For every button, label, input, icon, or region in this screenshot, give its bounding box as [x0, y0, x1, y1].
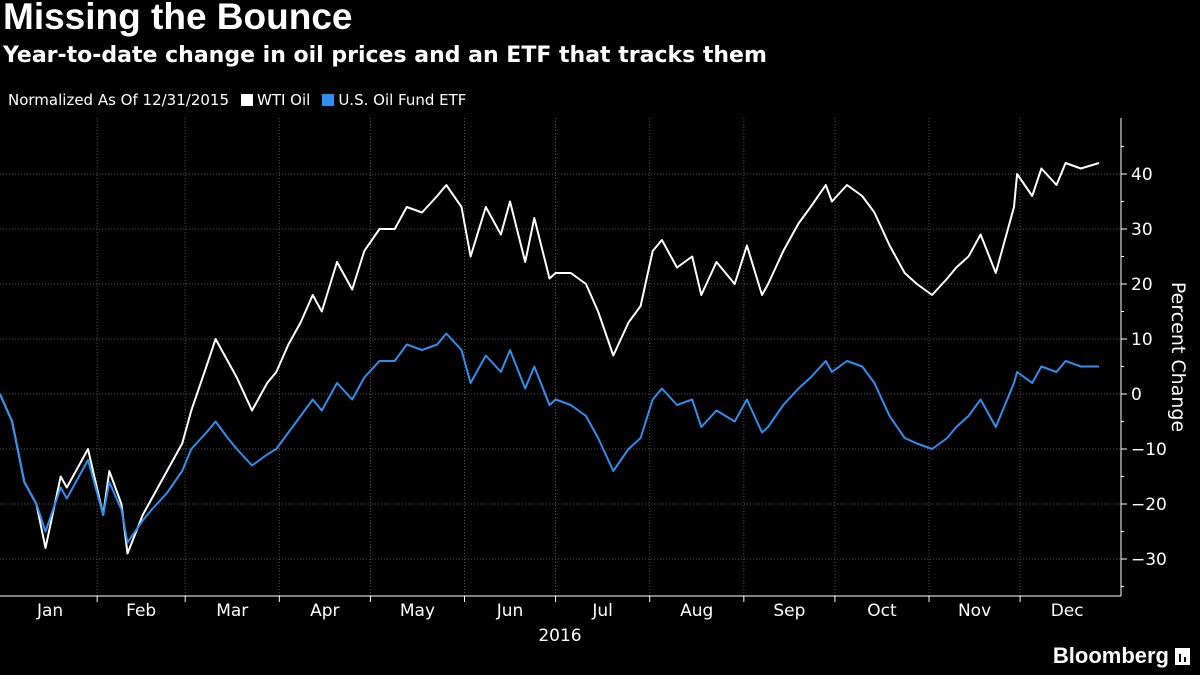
- legend-label-etf: U.S. Oil Fund ETF: [338, 91, 467, 109]
- series-lines: [0, 162, 1100, 555]
- x-tick-label: Aug: [680, 601, 713, 621]
- normalization-note: Normalized As Of 12/31/2015: [8, 91, 229, 109]
- legend-item-wti: WTI Oil: [241, 91, 310, 109]
- y-tick-label: 20: [1131, 275, 1153, 295]
- y-axis-label: Percent Change: [1167, 282, 1189, 432]
- legend-swatch-wti: [241, 94, 253, 106]
- brand-name: Bloomberg: [1052, 643, 1169, 668]
- gridlines: [0, 118, 1121, 596]
- x-tick-label: Jul: [591, 601, 613, 621]
- legend-item-etf: U.S. Oil Fund ETF: [322, 91, 466, 109]
- legend-swatch-etf: [322, 94, 335, 106]
- y-tick-label: 30: [1131, 220, 1153, 240]
- bloomberg-logo: Bloomberg: [1053, 643, 1190, 669]
- x-axis-year-label: 2016: [538, 626, 581, 646]
- series-line-us-oil-fund-etf: [0, 332, 1099, 544]
- y-tick-label: −10: [1131, 440, 1167, 460]
- x-tick-label: Jan: [36, 601, 63, 621]
- x-tick-label: Apr: [310, 601, 339, 621]
- axes: −30 −20 −10 0 10 20 30 40 Jan Feb Mar Apr May Jun Jul A…: [0, 118, 1167, 621]
- y-tick-label: 0: [1131, 385, 1142, 405]
- x-tick-label: Jun: [496, 601, 524, 621]
- x-tick-label: Dec: [1051, 601, 1084, 621]
- chart-subtitle: Year-to-date change in oil prices and an…: [3, 43, 767, 68]
- bloomberg-mark-icon: [1175, 647, 1190, 665]
- chart-title: Missing the Bounce: [3, 0, 353, 37]
- y-tick-label: 40: [1131, 165, 1153, 185]
- y-tick-label: 10: [1131, 330, 1153, 350]
- y-tick-label: −30: [1131, 550, 1167, 570]
- x-tick-label: May: [400, 601, 435, 621]
- legend: Normalized As Of 12/31/2015 WTI Oil U.S.…: [8, 90, 478, 110]
- x-tick-label: Mar: [216, 601, 248, 621]
- x-tick-label: Nov: [958, 601, 991, 621]
- y-tick-label: −20: [1131, 495, 1167, 515]
- legend-label-wti: WTI Oil: [257, 91, 311, 109]
- x-tick-label: Sep: [773, 601, 805, 621]
- series-line-wti-oil: [0, 162, 1100, 555]
- x-tick-label: Oct: [867, 601, 897, 621]
- x-tick-label: Feb: [126, 601, 156, 621]
